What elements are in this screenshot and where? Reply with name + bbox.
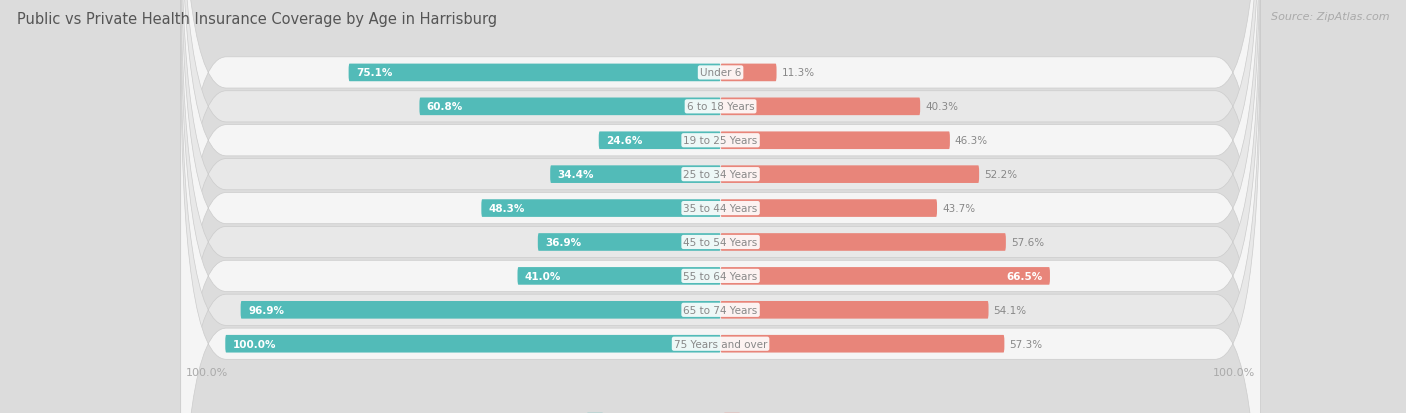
FancyBboxPatch shape <box>550 166 721 183</box>
FancyBboxPatch shape <box>181 0 1260 413</box>
FancyBboxPatch shape <box>181 0 1260 413</box>
Text: Source: ZipAtlas.com: Source: ZipAtlas.com <box>1271 12 1389 22</box>
FancyBboxPatch shape <box>721 166 979 183</box>
Text: 55 to 64 Years: 55 to 64 Years <box>683 271 758 281</box>
FancyBboxPatch shape <box>721 132 950 150</box>
Text: 54.1%: 54.1% <box>994 305 1026 315</box>
FancyBboxPatch shape <box>181 14 1260 413</box>
FancyBboxPatch shape <box>721 268 1050 285</box>
FancyBboxPatch shape <box>240 301 721 319</box>
Text: 57.3%: 57.3% <box>1010 339 1042 349</box>
Text: 34.4%: 34.4% <box>558 170 595 180</box>
FancyBboxPatch shape <box>721 98 920 116</box>
Text: 60.8%: 60.8% <box>427 102 463 112</box>
Text: 11.3%: 11.3% <box>782 68 814 78</box>
FancyBboxPatch shape <box>181 0 1260 403</box>
Text: 100.0%: 100.0% <box>186 367 228 377</box>
FancyBboxPatch shape <box>721 335 1004 353</box>
Text: 48.3%: 48.3% <box>489 204 526 214</box>
Text: 57.6%: 57.6% <box>1011 237 1043 247</box>
FancyBboxPatch shape <box>599 132 721 150</box>
Text: 45 to 54 Years: 45 to 54 Years <box>683 237 758 247</box>
FancyBboxPatch shape <box>181 0 1260 413</box>
FancyBboxPatch shape <box>181 48 1260 413</box>
FancyBboxPatch shape <box>721 200 936 217</box>
FancyBboxPatch shape <box>721 64 776 82</box>
FancyBboxPatch shape <box>721 301 988 319</box>
Text: 100.0%: 100.0% <box>1213 367 1256 377</box>
Text: 46.3%: 46.3% <box>955 136 988 146</box>
Text: 40.3%: 40.3% <box>925 102 957 112</box>
FancyBboxPatch shape <box>181 0 1260 413</box>
Text: 43.7%: 43.7% <box>942 204 976 214</box>
FancyBboxPatch shape <box>181 0 1260 413</box>
FancyBboxPatch shape <box>721 234 1005 251</box>
Text: 35 to 44 Years: 35 to 44 Years <box>683 204 758 214</box>
FancyBboxPatch shape <box>181 0 1260 369</box>
Text: 24.6%: 24.6% <box>606 136 643 146</box>
Text: 36.9%: 36.9% <box>546 237 581 247</box>
Text: 75.1%: 75.1% <box>356 68 392 78</box>
Legend: Public Insurance, Private Insurance: Public Insurance, Private Insurance <box>582 408 859 413</box>
FancyBboxPatch shape <box>538 234 721 251</box>
FancyBboxPatch shape <box>517 268 721 285</box>
Text: 41.0%: 41.0% <box>524 271 561 281</box>
FancyBboxPatch shape <box>225 335 721 353</box>
Text: 19 to 25 Years: 19 to 25 Years <box>683 136 758 146</box>
FancyBboxPatch shape <box>481 200 721 217</box>
Text: 52.2%: 52.2% <box>984 170 1017 180</box>
Text: 25 to 34 Years: 25 to 34 Years <box>683 170 758 180</box>
Text: 100.0%: 100.0% <box>233 339 276 349</box>
Text: 96.9%: 96.9% <box>247 305 284 315</box>
Text: Public vs Private Health Insurance Coverage by Age in Harrisburg: Public vs Private Health Insurance Cover… <box>17 12 496 27</box>
FancyBboxPatch shape <box>419 98 721 116</box>
Text: 75 Years and over: 75 Years and over <box>673 339 768 349</box>
Text: 6 to 18 Years: 6 to 18 Years <box>686 102 755 112</box>
FancyBboxPatch shape <box>349 64 721 82</box>
Text: 66.5%: 66.5% <box>1007 271 1042 281</box>
Text: 65 to 74 Years: 65 to 74 Years <box>683 305 758 315</box>
Text: Under 6: Under 6 <box>700 68 741 78</box>
